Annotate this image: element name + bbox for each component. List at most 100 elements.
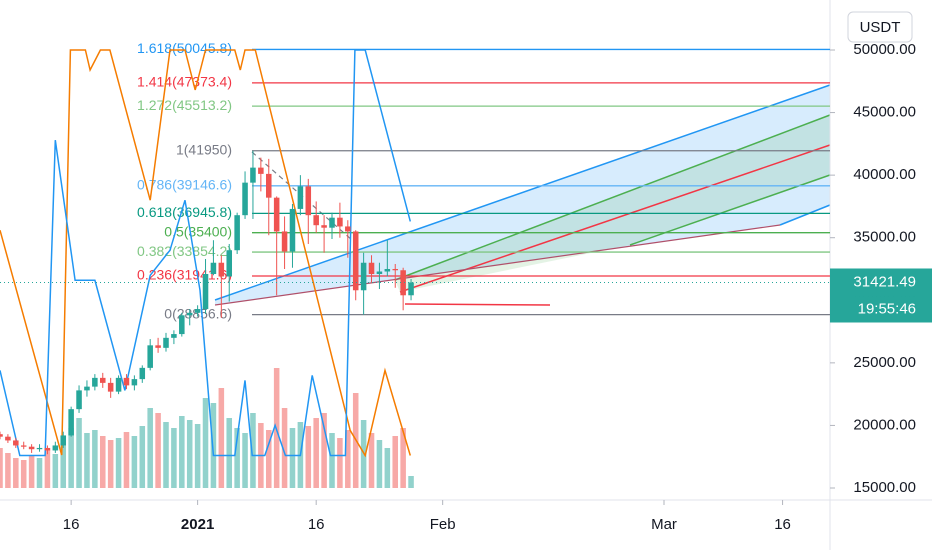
candle-body	[400, 270, 406, 296]
x-tick-label: 16	[308, 516, 325, 533]
fib-label: 0.618(36945.8)	[137, 204, 232, 220]
volume-bar	[115, 438, 122, 488]
last-price-badge	[830, 268, 932, 297]
volume-bar	[60, 443, 67, 488]
volume-bar	[52, 454, 59, 488]
candle-body	[329, 217, 335, 228]
candle-body	[384, 268, 391, 272]
candle-body	[92, 377, 98, 387]
y-tick-label: 50000.00	[853, 41, 916, 58]
candle-body	[313, 215, 319, 226]
fib-label: 0(28856.6)	[164, 305, 232, 321]
candle-body	[218, 262, 225, 277]
volume-bar	[281, 408, 288, 488]
candle-body	[281, 231, 288, 252]
volume-bar	[313, 418, 319, 488]
volume-bar	[305, 426, 312, 488]
candle-body	[242, 182, 248, 216]
candle-body	[44, 447, 51, 451]
fib-label: 0.382(33854.2)	[137, 243, 232, 259]
volume-bar	[368, 433, 375, 488]
pitchfork-line	[214, 224, 781, 306]
countdown-label: 19:55:46	[858, 300, 916, 317]
x-tick-label: Feb	[430, 516, 456, 533]
candle-body	[123, 377, 130, 386]
candle-body	[52, 445, 59, 451]
x-tick-label: Mar	[651, 516, 677, 533]
countdown-badge	[830, 296, 932, 323]
volume-bar	[321, 413, 327, 488]
indicator-line	[0, 49, 412, 457]
pitchfork-fill	[395, 115, 830, 292]
candle-body	[337, 217, 343, 227]
volume-bar	[376, 440, 383, 488]
volume-bar	[0, 448, 3, 488]
volume-bar	[202, 398, 209, 488]
x-tick-label: 2021	[181, 516, 214, 533]
y-tick-label: 20000.00	[853, 416, 916, 433]
fib-label: 1.272(45513.2)	[137, 97, 232, 113]
candle-body	[265, 173, 272, 198]
candle-body	[360, 262, 367, 291]
volume-bar	[76, 418, 82, 488]
candle-body	[139, 367, 146, 380]
volume-bar	[384, 448, 391, 488]
trend-line	[404, 303, 551, 306]
volume-bar	[36, 458, 43, 488]
volume-bar	[242, 433, 248, 488]
candle-body	[131, 379, 138, 386]
pitchfork-fill	[215, 85, 830, 305]
candle-body	[115, 377, 122, 392]
y-tick-label: 40000.00	[853, 166, 916, 183]
fib-label: 1.618(50045.8)	[137, 40, 232, 56]
volume-bar	[210, 403, 217, 488]
currency-button[interactable]	[847, 11, 913, 43]
last-price-label: 31421.49	[853, 273, 916, 290]
candle-body	[28, 446, 35, 450]
candle-body	[250, 167, 256, 183]
volume-bar	[147, 408, 153, 488]
candle-body	[84, 386, 90, 391]
pitchfork-line	[779, 204, 831, 226]
candle-body	[20, 445, 27, 447]
candle-body	[376, 271, 383, 275]
x-tick-label: 16	[63, 516, 80, 533]
volume-bar	[337, 438, 343, 488]
volume-bar	[28, 456, 35, 488]
candle-body	[297, 186, 304, 209]
volume-bar	[131, 436, 138, 488]
volume-bar	[68, 428, 74, 488]
volume-bar	[13, 458, 19, 488]
volume-bar	[123, 432, 130, 488]
y-tick-label: 25000.00	[853, 354, 916, 371]
candle-body	[155, 345, 161, 348]
volume-bar	[265, 430, 272, 488]
candle-body	[321, 225, 327, 228]
y-tick-label: 35000.00	[853, 229, 916, 246]
candle-body	[163, 337, 169, 348]
candle-body	[99, 377, 106, 383]
volume-bar	[392, 436, 399, 488]
volume-bar	[250, 413, 256, 488]
volume-bar	[163, 422, 169, 488]
pitchfork-line	[214, 84, 831, 301]
fib-label: 0.5(35400)	[164, 223, 232, 239]
pitchfork-line	[399, 144, 831, 293]
volume-bar	[99, 436, 106, 488]
candle-body	[76, 390, 82, 410]
candle-body	[36, 447, 43, 450]
candle-body	[107, 382, 114, 392]
currency-label: USDT	[860, 19, 901, 36]
x-tick-label: 16	[774, 516, 791, 533]
volume-bar	[234, 428, 240, 488]
candle-body	[273, 197, 280, 232]
volume-bar	[92, 430, 98, 488]
fib-label: 1(41950)	[176, 141, 232, 157]
candle-body	[186, 312, 193, 316]
candle-body	[345, 226, 351, 232]
volume-bar	[289, 428, 296, 488]
volume-bar	[218, 388, 225, 488]
candle-body	[226, 250, 233, 277]
volume-bar	[139, 426, 146, 488]
volume-bar	[329, 433, 335, 488]
